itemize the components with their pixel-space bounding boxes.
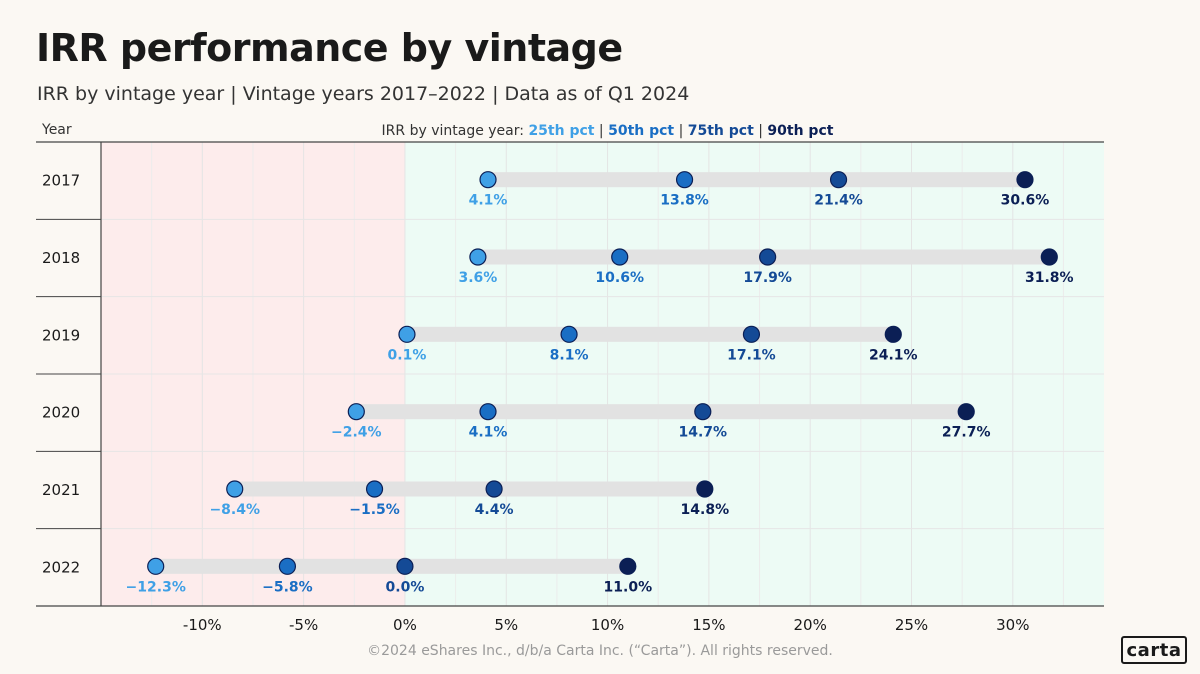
legend-entry: 25th pct bbox=[528, 123, 594, 139]
value-label: 14.8% bbox=[681, 502, 730, 518]
range-bar bbox=[488, 172, 1025, 188]
legend: IRR by vintage year: 25th pct | 50th pct… bbox=[382, 123, 834, 139]
percentile-dot bbox=[365, 480, 384, 498]
x-tick-label: -10% bbox=[183, 616, 222, 634]
legend-separator: | bbox=[594, 123, 608, 139]
year-label: 2018 bbox=[42, 249, 80, 267]
percentile-dot bbox=[957, 403, 975, 421]
range-bar bbox=[356, 404, 967, 420]
range-bar bbox=[406, 326, 894, 342]
percentile-dot bbox=[611, 248, 629, 266]
percentile-dot bbox=[147, 557, 165, 575]
percentile-dot bbox=[398, 325, 416, 343]
percentile-dot bbox=[742, 325, 761, 343]
percentile-dot bbox=[884, 325, 902, 343]
x-tick-label: 10% bbox=[591, 616, 624, 634]
legend-entry: 50th pct bbox=[608, 123, 674, 139]
value-label: 4.1% bbox=[469, 193, 508, 209]
value-label: 31.8% bbox=[1025, 270, 1074, 286]
percentile-dot bbox=[759, 248, 777, 266]
percentile-dot bbox=[485, 480, 503, 498]
legend-prefix: IRR by vintage year: bbox=[382, 123, 529, 139]
value-label: −5.8% bbox=[262, 579, 313, 595]
year-label: 2020 bbox=[42, 404, 80, 422]
x-tick-label: 0% bbox=[393, 616, 417, 634]
range-bar bbox=[155, 558, 628, 574]
value-label: 30.6% bbox=[1001, 193, 1050, 209]
value-label: 14.7% bbox=[679, 425, 728, 441]
value-label: 11.0% bbox=[604, 579, 653, 595]
year-label: 2021 bbox=[42, 481, 80, 499]
year-label: 2017 bbox=[42, 172, 80, 190]
value-label: −12.3% bbox=[126, 579, 186, 595]
percentile-dot bbox=[278, 557, 297, 575]
value-label: 0.1% bbox=[388, 347, 427, 363]
range-bar bbox=[234, 481, 705, 497]
percentile-dot bbox=[469, 248, 487, 266]
value-label: 27.7% bbox=[942, 425, 991, 441]
percentile-dot bbox=[396, 557, 414, 575]
value-label: 0.0% bbox=[386, 579, 425, 595]
value-label: 4.1% bbox=[469, 425, 508, 441]
copyright-footer: ©2024 eShares Inc., d/b/a Carta Inc. (“C… bbox=[367, 643, 833, 659]
percentile-dot bbox=[829, 171, 848, 189]
value-label: 3.6% bbox=[458, 270, 497, 286]
legend-separator: | bbox=[754, 123, 768, 139]
percentile-dot bbox=[479, 403, 497, 421]
percentile-dot bbox=[619, 557, 637, 575]
value-label: 13.8% bbox=[660, 193, 709, 209]
x-tick-label: 15% bbox=[692, 616, 725, 634]
percentile-dot bbox=[1016, 171, 1034, 189]
year-label: 2022 bbox=[42, 558, 80, 576]
x-tick-label: 25% bbox=[895, 616, 928, 634]
carta-logo: carta bbox=[1121, 636, 1187, 664]
percentile-dot bbox=[347, 403, 365, 421]
percentile-dot bbox=[226, 480, 244, 498]
legend-separator: | bbox=[674, 123, 688, 139]
x-tick-label: -5% bbox=[289, 616, 318, 634]
value-label: 17.9% bbox=[743, 270, 792, 286]
value-label: −2.4% bbox=[331, 425, 382, 441]
value-label: 4.4% bbox=[475, 502, 514, 518]
legend-entry: 75th pct bbox=[688, 123, 754, 139]
value-label: 8.1% bbox=[550, 347, 589, 363]
x-tick-label: 20% bbox=[794, 616, 827, 634]
chart-title: IRR performance by vintage bbox=[36, 26, 623, 70]
percentile-dot bbox=[696, 480, 714, 498]
value-label: 17.1% bbox=[727, 347, 776, 363]
percentile-dot bbox=[1040, 248, 1058, 266]
year-label: 2019 bbox=[42, 326, 80, 344]
value-label: 10.6% bbox=[595, 270, 644, 286]
chart-subtitle: IRR by vintage year | Vintage years 2017… bbox=[37, 83, 690, 105]
value-label: −1.5% bbox=[349, 502, 400, 518]
percentile-dot bbox=[694, 403, 712, 421]
percentile-dot bbox=[560, 325, 578, 343]
legend-entry: 90th pct bbox=[767, 123, 833, 139]
x-tick-label: 5% bbox=[494, 616, 518, 634]
value-label: 24.1% bbox=[869, 347, 918, 363]
value-label: −8.4% bbox=[209, 502, 260, 518]
percentile-dot bbox=[675, 171, 694, 189]
value-label: 21.4% bbox=[814, 193, 863, 209]
percentile-dot bbox=[479, 171, 497, 189]
x-tick-label: 30% bbox=[996, 616, 1029, 634]
row-header-label: Year bbox=[41, 122, 72, 138]
